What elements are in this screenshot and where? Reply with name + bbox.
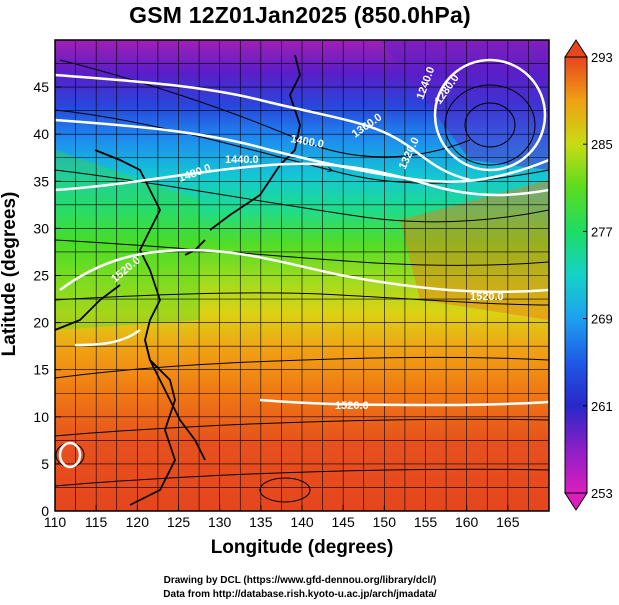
y-tick-label: 15 — [33, 362, 49, 378]
x-tick-label: 140 — [290, 514, 314, 530]
coastline — [55, 54, 301, 506]
y-axis-label: Latitude (degrees) — [0, 191, 20, 357]
x-tick-label: 125 — [167, 514, 191, 530]
y-tick-label: 0 — [41, 503, 49, 519]
y-tick-label: 25 — [33, 268, 49, 284]
x-tick-label: 115 — [85, 514, 108, 530]
contour-label: 1440.0 — [225, 154, 259, 166]
y-tick-label: 45 — [33, 79, 49, 95]
colorbar-tick-label: 261 — [591, 399, 613, 414]
x-tick-label: 160 — [455, 514, 479, 530]
colorbar-fill — [564, 56, 588, 494]
x-axis-label: Longitude (degrees) — [210, 537, 394, 558]
colorbar-tick-label: 253 — [591, 486, 613, 501]
x-tick-label: 150 — [373, 514, 397, 530]
x-tick-label: 130 — [208, 514, 232, 530]
colorbar-tick-label: 269 — [591, 312, 613, 327]
colorbar: 253 261 269 277 285 293 — [564, 39, 613, 511]
y-tick-label: 40 — [33, 126, 49, 142]
y-tick-label: 10 — [33, 409, 49, 425]
contour-label: 1520.0 — [335, 400, 369, 412]
x-tick-label: 145 — [331, 514, 355, 530]
x-tick-label: 110 — [44, 514, 67, 530]
contour-label: 1520.0 — [470, 291, 504, 303]
y-axis: 0 5 10 15 20 25 30 35 40 45 — [33, 79, 61, 519]
colorbar-tick-label: 285 — [591, 137, 613, 152]
credit-drawing: Drawing by DCL (https://www.gfd-dennou.o… — [163, 575, 437, 586]
contour-label: 1400.0 — [289, 133, 324, 151]
x-tick-label: 120 — [126, 514, 150, 530]
y-tick-label: 30 — [33, 220, 49, 236]
credit-data: Data from http://database.rish.kyoto-u.a… — [163, 589, 437, 600]
warm-east-tint — [400, 180, 549, 320]
green-west-tint — [55, 150, 200, 330]
colorbar-bottom-arrow — [564, 492, 588, 511]
x-tick-label: 165 — [496, 514, 520, 530]
colorbar-tick-label: 277 — [591, 224, 613, 239]
y-tick-label: 20 — [33, 315, 49, 331]
x-tick-label: 135 — [249, 514, 273, 530]
x-tick-label: 155 — [414, 514, 438, 530]
x-axis: 110 115 120 125 130 135 140 145 150 155 160 165 — [44, 505, 520, 530]
height-contours — [55, 58, 549, 469]
colorbar-top-arrow — [564, 39, 588, 58]
y-tick-label: 35 — [33, 173, 49, 189]
y-tick-label: 5 — [41, 456, 49, 472]
colorbar-tick-label: 293 — [591, 50, 613, 65]
cold-northeast-tint — [380, 40, 549, 170]
chart-title: GSM 12Z01Jan2025 (850.0hPa) — [129, 2, 471, 28]
